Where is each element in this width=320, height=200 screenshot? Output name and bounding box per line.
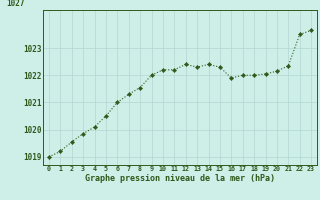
X-axis label: Graphe pression niveau de la mer (hPa): Graphe pression niveau de la mer (hPa) <box>85 174 275 183</box>
Text: 1027: 1027 <box>6 0 25 8</box>
